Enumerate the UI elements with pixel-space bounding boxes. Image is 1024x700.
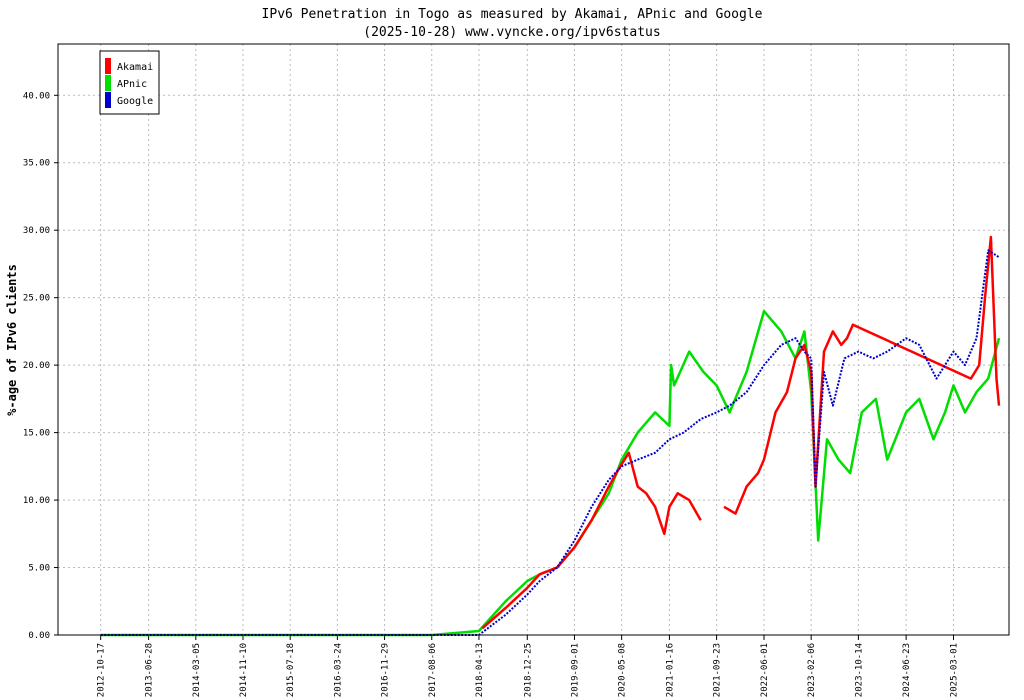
x-tick-label: 2015-07-18 xyxy=(286,643,296,697)
chart-subtitle: (2025-10-28) www.vyncke.org/ipv6status xyxy=(363,25,660,40)
y-axis-label: %-age of IPv6 clients xyxy=(5,264,19,416)
series-layer xyxy=(100,235,1001,637)
y-tick-label: 25.00 xyxy=(23,294,50,304)
x-tick-label: 2016-03-24 xyxy=(333,643,343,697)
x-tick-label: 2013-06-28 xyxy=(145,643,155,697)
y-tick-label: 30.00 xyxy=(23,226,50,236)
legend-swatch-akamai xyxy=(105,58,111,74)
plot-frame xyxy=(57,43,1010,636)
chart-title: IPv6 Penetration in Togo as measured by … xyxy=(262,7,763,22)
series-line-google xyxy=(100,249,1000,636)
x-axis: 2012-10-17 2013-06-28 2014-03-05 2014-11-10… xyxy=(97,635,960,697)
y-tick-label: 15.00 xyxy=(23,429,50,439)
x-tick-label: 2012-10-17 xyxy=(97,643,107,697)
x-tick-label: 2019-09-01 xyxy=(570,643,580,697)
x-tick-label: 2023-02-06 xyxy=(807,643,817,697)
y-tick-label: 5.00 xyxy=(28,564,50,574)
legend: Akamai APnic Google xyxy=(99,50,160,115)
series-line-akamai xyxy=(723,235,1001,515)
legend-label-akamai: Akamai xyxy=(117,62,153,73)
legend-swatch-apnic xyxy=(105,75,111,91)
x-tick-label: 2022-06-01 xyxy=(760,643,770,697)
x-tick-label: 2014-03-05 xyxy=(192,643,202,697)
legend-swatch-google xyxy=(105,92,111,108)
x-tick-label: 2014-11-10 xyxy=(239,643,249,697)
y-tick-label: 20.00 xyxy=(23,361,50,371)
y-tick-label: 40.00 xyxy=(23,91,50,101)
series-line-akamai xyxy=(481,451,702,630)
grid xyxy=(58,44,1009,636)
x-tick-label: 2024-06-23 xyxy=(902,643,912,697)
x-tick-label: 2018-04-13 xyxy=(475,643,485,697)
x-tick-label: 2025-03-01 xyxy=(950,643,960,697)
x-tick-label: 2017-08-06 xyxy=(428,643,438,697)
x-tick-label: 2021-01-16 xyxy=(665,643,675,697)
x-tick-label: 2018-12-25 xyxy=(523,643,533,697)
y-tick-label: 35.00 xyxy=(23,159,50,169)
series-line-apnic xyxy=(100,309,1001,637)
x-tick-label: 2016-11-29 xyxy=(381,643,391,697)
legend-label-google: Google xyxy=(117,96,153,107)
y-axis: 0.00 5.00 10.00 15.00 20.00 25.00 30.00 35.00 40… xyxy=(23,91,58,641)
x-tick-label: 2023-10-14 xyxy=(854,643,864,697)
x-tick-label: 2020-05-08 xyxy=(618,643,628,697)
y-tick-label: 0.00 xyxy=(28,631,50,641)
x-tick-label: 2021-09-23 xyxy=(713,643,723,697)
y-tick-label: 10.00 xyxy=(23,496,50,506)
legend-label-apnic: APnic xyxy=(117,79,147,90)
